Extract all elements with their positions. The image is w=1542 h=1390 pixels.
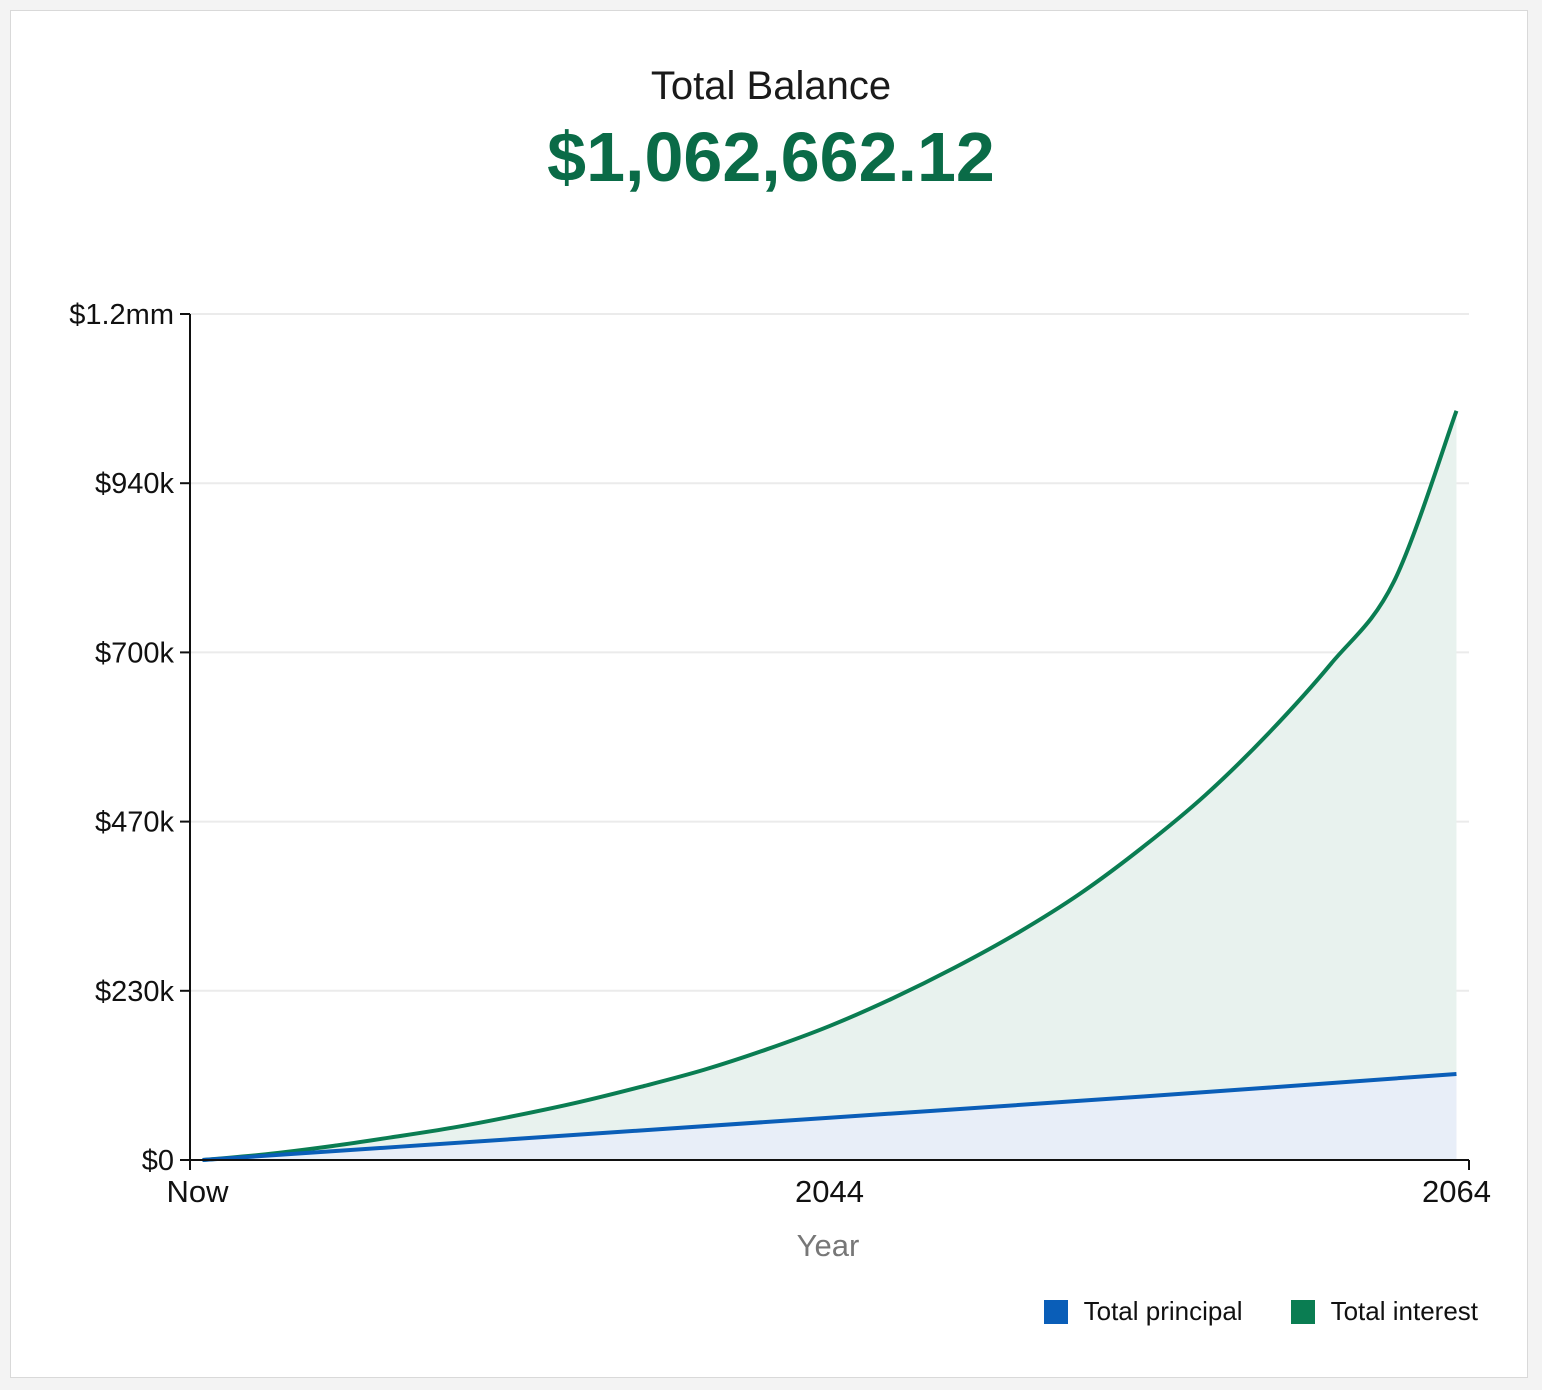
total-balance-label: Total Balance	[650, 64, 892, 108]
y-tick-label: $940k	[95, 468, 175, 500]
interest-line	[202, 410, 1459, 1162]
header: Total Balance $1,062,662.12	[0, 60, 1542, 200]
total-balance-value: $1,062,662.12	[547, 118, 995, 196]
x-tick-label: 2064	[1422, 1174, 1491, 1209]
y-tick-label: $700k	[95, 637, 175, 669]
y-tick-label: $0	[142, 1145, 174, 1177]
x-axis-title: Year	[797, 1228, 860, 1263]
legend-item-interest: Total interest	[1290, 1296, 1478, 1327]
legend-item-principal: Total principal	[1043, 1296, 1243, 1327]
axes	[189, 314, 1469, 1161]
principal-area	[202, 1073, 1457, 1160]
y-axis-ticks: $0 $230k $470k $700k $940k $1.2mm	[69, 299, 190, 1177]
y-tick-label: $230k	[95, 976, 175, 1008]
legend: Total principal Total interest	[1043, 1296, 1478, 1327]
x-tick-label: 2044	[795, 1174, 864, 1209]
y-tick-label: $1.2mm	[69, 299, 174, 331]
principal-line	[202, 1071, 1457, 1162]
x-axis-ticks: Now 2044 2064	[167, 1160, 1491, 1209]
y-tick-label: $470k	[95, 807, 175, 839]
interest-area	[202, 410, 1457, 1160]
x-tick-label: Now	[167, 1174, 230, 1209]
legend-label-interest: Total interest	[1330, 1296, 1478, 1326]
legend-swatch-principal	[1043, 1299, 1068, 1324]
legend-label-principal: Total principal	[1083, 1296, 1243, 1326]
legend-swatch-interest	[1290, 1299, 1315, 1324]
